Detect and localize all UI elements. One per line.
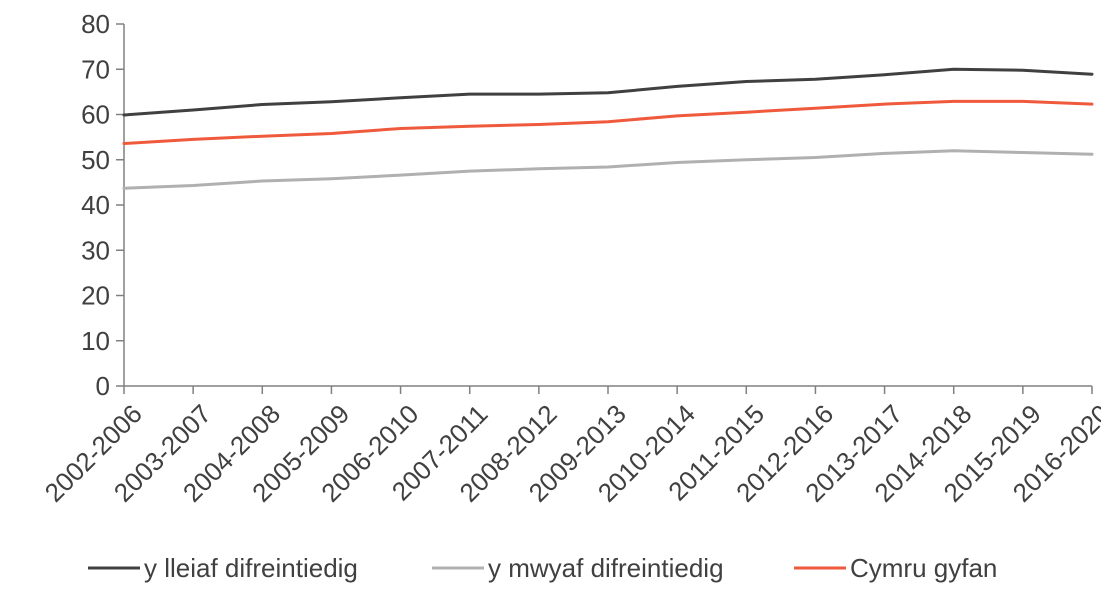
series-line-2 xyxy=(122,99,1094,145)
y-axis: 0 10 20 30 40 50 60 70 80 xyxy=(81,9,125,401)
y-tick-label: 70 xyxy=(81,54,110,84)
y-tick-label: 80 xyxy=(81,9,110,39)
series-line-0 xyxy=(122,67,1094,117)
y-tick-label: 10 xyxy=(81,326,110,356)
y-tick-label: 50 xyxy=(81,145,110,175)
series-lines xyxy=(122,67,1094,190)
y-tick-label: 60 xyxy=(81,100,110,130)
y-tick-label: 20 xyxy=(81,281,110,311)
legend-label-2: Cymru gyfan xyxy=(850,553,997,583)
legend-label-1: y mwyaf difreintiedig xyxy=(488,553,724,583)
y-tick-label: 40 xyxy=(81,190,110,220)
legend: y lleiaf difreintiedig y mwyaf difreintie… xyxy=(88,553,997,583)
y-tick-label: 30 xyxy=(81,235,110,265)
x-axis: 2002-20062003-20072004-20082005-20092006… xyxy=(39,385,1101,508)
series-line-1 xyxy=(122,149,1094,190)
legend-label-0: y lleiaf difreintiedig xyxy=(144,553,358,583)
y-tick-label: 0 xyxy=(96,371,110,401)
